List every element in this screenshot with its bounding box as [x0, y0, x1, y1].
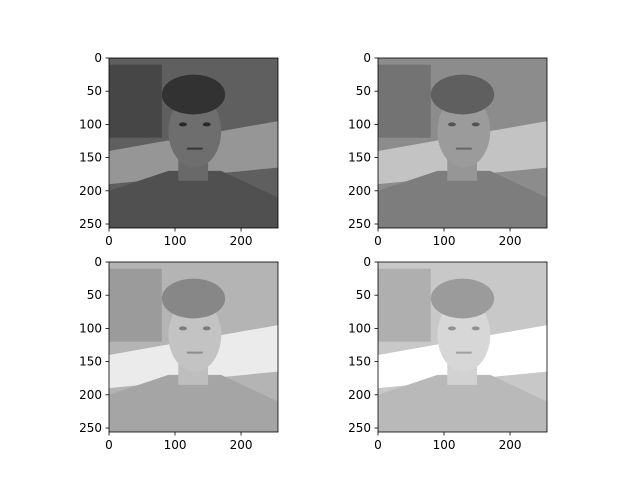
- panel-bottom-right: 0 100 200 0 50 100 150 200 250: [348, 255, 548, 452]
- y-tick-label: 150: [79, 355, 102, 369]
- x-tick-label: 100: [433, 438, 456, 452]
- y-tick-label: 50: [87, 84, 102, 98]
- y-tick-label: 50: [87, 288, 102, 302]
- panel-top-left: 0 100 200 0 50 100 150 200 250: [79, 51, 279, 248]
- x-tick-label: 0: [374, 234, 382, 248]
- photo-hair: [430, 278, 495, 319]
- x-tick-label: 0: [105, 438, 113, 452]
- y-tick-label: 250: [79, 217, 102, 231]
- photo-eye-right: [471, 326, 480, 331]
- y-tick-label: 250: [348, 421, 371, 435]
- photo-shirt: [109, 374, 278, 432]
- y-tick-label: 200: [348, 388, 371, 402]
- x-tick-label: 200: [499, 438, 522, 452]
- portrait-photo: [109, 262, 278, 432]
- y-tick-label: 150: [348, 355, 371, 369]
- y-tick-label: 0: [363, 51, 371, 65]
- photo-eye-right: [202, 326, 211, 331]
- x-tick-label: 100: [164, 438, 187, 452]
- photo-hair: [430, 74, 495, 115]
- x-tick-label: 200: [230, 438, 253, 452]
- photo-shirt: [109, 170, 278, 228]
- y-tick-label: 0: [94, 255, 102, 269]
- y-tick-label: 0: [94, 51, 102, 65]
- y-tick-label: 0: [363, 255, 371, 269]
- photo-shirt: [378, 170, 547, 228]
- photo-hair: [161, 278, 226, 319]
- axes-frame: [108, 57, 279, 229]
- portrait-photo: [109, 58, 278, 228]
- y-tick-label: 250: [348, 217, 371, 231]
- photo-hair: [161, 74, 226, 115]
- y-tick-label: 50: [356, 288, 371, 302]
- photo-chair: [378, 64, 431, 138]
- y-tick-label: 50: [356, 84, 371, 98]
- y-tick-label: 100: [348, 321, 371, 335]
- panel-bottom-left: 0 100 200 0 50 100 150 200 250: [79, 255, 279, 452]
- y-tick-label: 200: [79, 388, 102, 402]
- y-tick-label: 100: [79, 321, 102, 335]
- y-tick-label: 200: [79, 184, 102, 198]
- photo-mouth: [186, 351, 203, 354]
- photo-eye-right: [471, 122, 480, 127]
- y-tick-label: 100: [79, 117, 102, 131]
- panel-top-right: 0 100 200 0 50 100 150 200 250: [348, 51, 548, 248]
- photo-eye-left: [178, 326, 187, 331]
- photo-chair: [109, 268, 162, 342]
- y-tick-label: 150: [348, 151, 371, 165]
- photo-eye-right: [202, 122, 211, 127]
- photo-mouth: [186, 147, 203, 150]
- axes-frame: [377, 261, 548, 433]
- photo-mouth: [455, 147, 472, 150]
- x-tick-label: 100: [164, 234, 187, 248]
- photo-mouth: [455, 351, 472, 354]
- x-tick-label: 100: [433, 234, 456, 248]
- y-tick-label: 150: [79, 151, 102, 165]
- photo-shirt: [378, 374, 547, 432]
- axes-frame: [377, 57, 548, 229]
- x-tick-label: 200: [230, 234, 253, 248]
- y-tick-label: 100: [348, 117, 371, 131]
- x-tick-label: 0: [374, 438, 382, 452]
- photo-chair: [109, 64, 162, 138]
- photo-eye-left: [447, 326, 456, 331]
- photo-eye-left: [178, 122, 187, 127]
- x-tick-label: 0: [105, 234, 113, 248]
- photo-chair: [378, 268, 431, 342]
- y-tick-label: 200: [348, 184, 371, 198]
- portrait-photo: [378, 58, 547, 228]
- axes-frame: [108, 261, 279, 433]
- x-tick-label: 200: [499, 234, 522, 248]
- photo-eye-left: [447, 122, 456, 127]
- y-tick-label: 250: [79, 421, 102, 435]
- portrait-photo: [378, 262, 547, 432]
